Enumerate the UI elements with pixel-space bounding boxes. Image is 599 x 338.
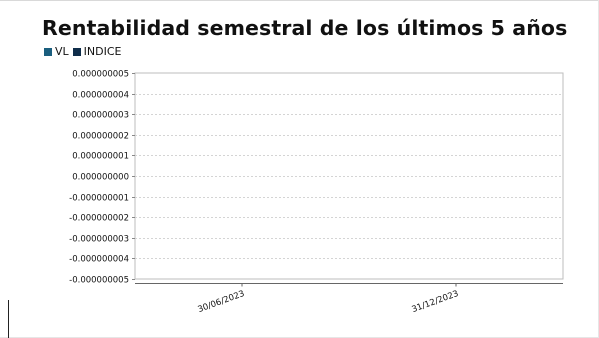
frame-top-border <box>0 0 599 1</box>
y-tick-label: -0.000000005 <box>69 276 129 286</box>
chart-title: Rentabilidad semestral de los últimos 5 … <box>42 16 568 40</box>
legend-label: INDICE <box>83 45 122 58</box>
x-tick-label: 31/12/2023 <box>411 289 460 315</box>
y-tick-label: 0.000000005 <box>72 70 129 80</box>
y-tick-label: -0.000000004 <box>69 255 129 265</box>
y-tick-label: 0.000000001 <box>72 152 129 162</box>
frame-left-border <box>8 300 9 338</box>
legend-swatch <box>44 47 52 56</box>
y-tick-label: -0.000000003 <box>69 235 129 245</box>
legend-swatch <box>72 47 81 56</box>
y-tick-label: 0.000000000 <box>72 173 129 183</box>
x-tick-label: 30/06/2023 <box>197 289 246 315</box>
y-tick-label: -0.000000001 <box>69 194 129 204</box>
legend-item: INDICE <box>72 45 122 58</box>
y-tick-label: 0.000000003 <box>72 111 129 121</box>
y-tick-label: -0.000000002 <box>69 214 129 224</box>
y-tick-label: 0.000000002 <box>72 132 129 142</box>
legend-item: VL <box>44 45 69 58</box>
chart-legend: VL INDICE <box>44 45 125 58</box>
legend-label: VL <box>55 45 69 58</box>
y-tick-label: 0.000000004 <box>72 91 129 101</box>
